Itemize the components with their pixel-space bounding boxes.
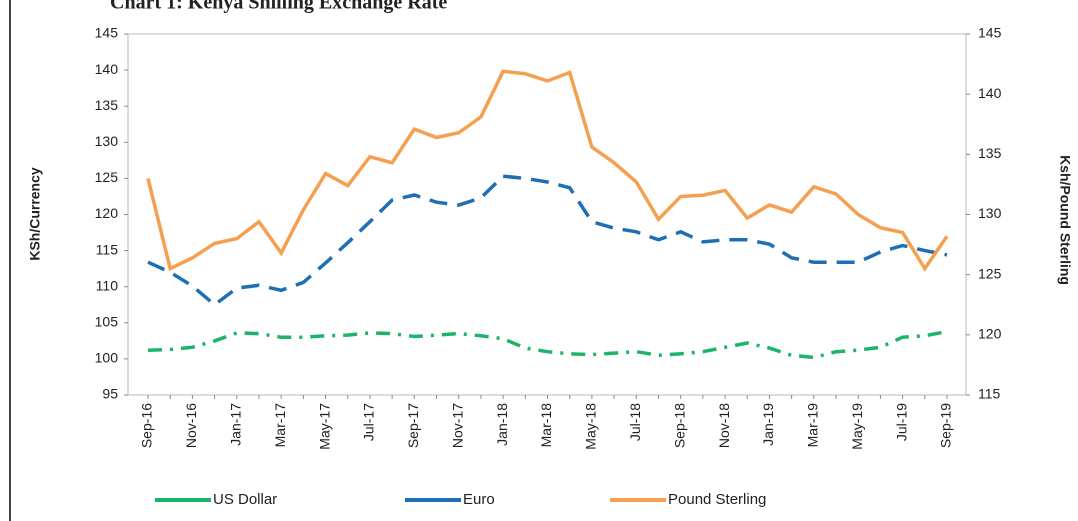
y-axis-title: KSh/Currency xyxy=(27,167,43,261)
x-tick-label: Sep-18 xyxy=(671,403,687,448)
x-tick-label: May-17 xyxy=(316,403,332,450)
series-line xyxy=(147,329,948,360)
x-tick-label: Mar-18 xyxy=(538,403,554,448)
x-tick-label: Jan-19 xyxy=(760,403,776,446)
y2-tick-label: 130 xyxy=(978,205,1002,221)
x-tick-label: Sep-17 xyxy=(405,403,421,448)
x-tick-label: May-19 xyxy=(849,403,865,450)
y-tick-label: 140 xyxy=(95,61,119,77)
y-tick-label: 95 xyxy=(102,386,118,402)
series-line xyxy=(147,174,948,308)
x-tick-label: Jul-18 xyxy=(627,403,643,441)
x-tick-label: Nov-18 xyxy=(716,403,732,448)
y2-axis-title: Ksh/Pound Sterling xyxy=(1057,155,1073,285)
legend-label: Euro xyxy=(463,491,495,508)
y-tick-label: 105 xyxy=(95,314,119,330)
legend-label: US Dollar xyxy=(213,491,277,508)
y-tick-label: 135 xyxy=(95,97,119,113)
x-tick-label: Jan-17 xyxy=(227,403,243,446)
x-tick-label: Jul-19 xyxy=(893,403,909,441)
y2-tick-label: 115 xyxy=(978,386,1001,402)
y-tick-label: 130 xyxy=(95,133,119,149)
y-tick-label: 120 xyxy=(95,205,119,221)
y2-tick-label: 135 xyxy=(978,145,1002,161)
y-tick-label: 145 xyxy=(95,25,119,41)
x-tick-label: Nov-16 xyxy=(183,403,199,448)
x-tick-label: Mar-19 xyxy=(805,403,821,448)
y2-tick-label: 145 xyxy=(978,25,1002,41)
x-tick-label: Mar-17 xyxy=(272,403,288,448)
x-tick-label: May-18 xyxy=(583,403,599,450)
chart-title: Chart 1: Kenya Shilling Exchange Rate xyxy=(110,0,447,14)
y2-tick-label: 140 xyxy=(978,85,1002,101)
y2-tick-label: 120 xyxy=(978,326,1002,342)
y-tick-label: 125 xyxy=(95,169,119,185)
x-tick-label: Sep-16 xyxy=(139,403,155,448)
x-tick-label: Nov-17 xyxy=(449,403,465,448)
y-tick-label: 110 xyxy=(96,277,119,293)
series-line xyxy=(146,69,949,272)
x-tick-label: Jan-18 xyxy=(494,403,510,446)
x-tick-label: Jul-17 xyxy=(361,403,377,441)
y2-tick-label: 125 xyxy=(978,265,1002,281)
legend-label: Pound Sterling xyxy=(668,491,766,508)
y-tick-label: 115 xyxy=(96,241,119,257)
y-tick-label: 100 xyxy=(95,350,119,366)
x-tick-label: Sep-19 xyxy=(938,403,954,448)
plot-frame xyxy=(127,33,967,396)
